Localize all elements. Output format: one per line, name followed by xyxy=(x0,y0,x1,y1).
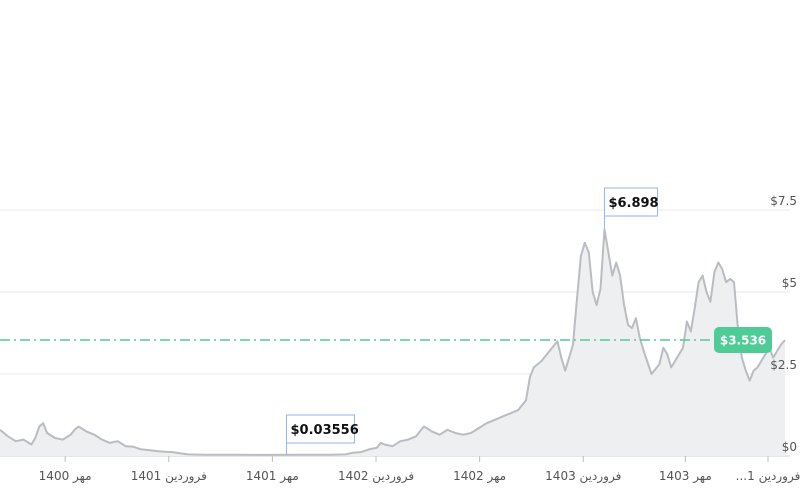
x-tick-label: مهر 1402 xyxy=(453,469,506,484)
low-price-callout: $0.03556 xyxy=(286,414,359,455)
y-tick-label: $5 xyxy=(782,276,797,290)
low-price-box xyxy=(286,414,356,444)
current-price-box xyxy=(714,327,772,354)
high-price-box xyxy=(603,187,658,217)
current-price-badge: $3.536 xyxy=(714,327,772,354)
current-price-label: $3.536 xyxy=(720,334,766,348)
low-price-label: $0.03556 xyxy=(291,423,359,438)
x-tick-label: فروردین 1402 xyxy=(338,469,414,484)
high-price-label: $6.898 xyxy=(608,196,658,211)
y-tick-label: $2.5 xyxy=(770,358,797,372)
price-area-fill xyxy=(0,229,785,456)
x-tick-label: فروردین 1401 xyxy=(131,469,207,484)
x-tick-label: مهر 1401 xyxy=(246,469,299,484)
high-price-callout: $6.898 xyxy=(603,187,659,230)
x-tick-label: فروردین 1... xyxy=(736,469,800,484)
x-tick-label: فروردین 1403 xyxy=(545,469,621,484)
axis-labels: $0 $2.5 $5 $7.5 xyxy=(770,194,797,454)
price-line xyxy=(0,228,786,456)
x-tick-label: مهر 1403 xyxy=(659,469,712,484)
y-tick-label: $7.5 xyxy=(770,194,797,208)
x-tick-label: مهر 1400 xyxy=(39,469,92,484)
x-axis: مهر 1400 فروردین 1401 مهر 1401 فروردین 1402… xyxy=(39,456,800,484)
y-tick-label: $0 xyxy=(782,440,797,454)
